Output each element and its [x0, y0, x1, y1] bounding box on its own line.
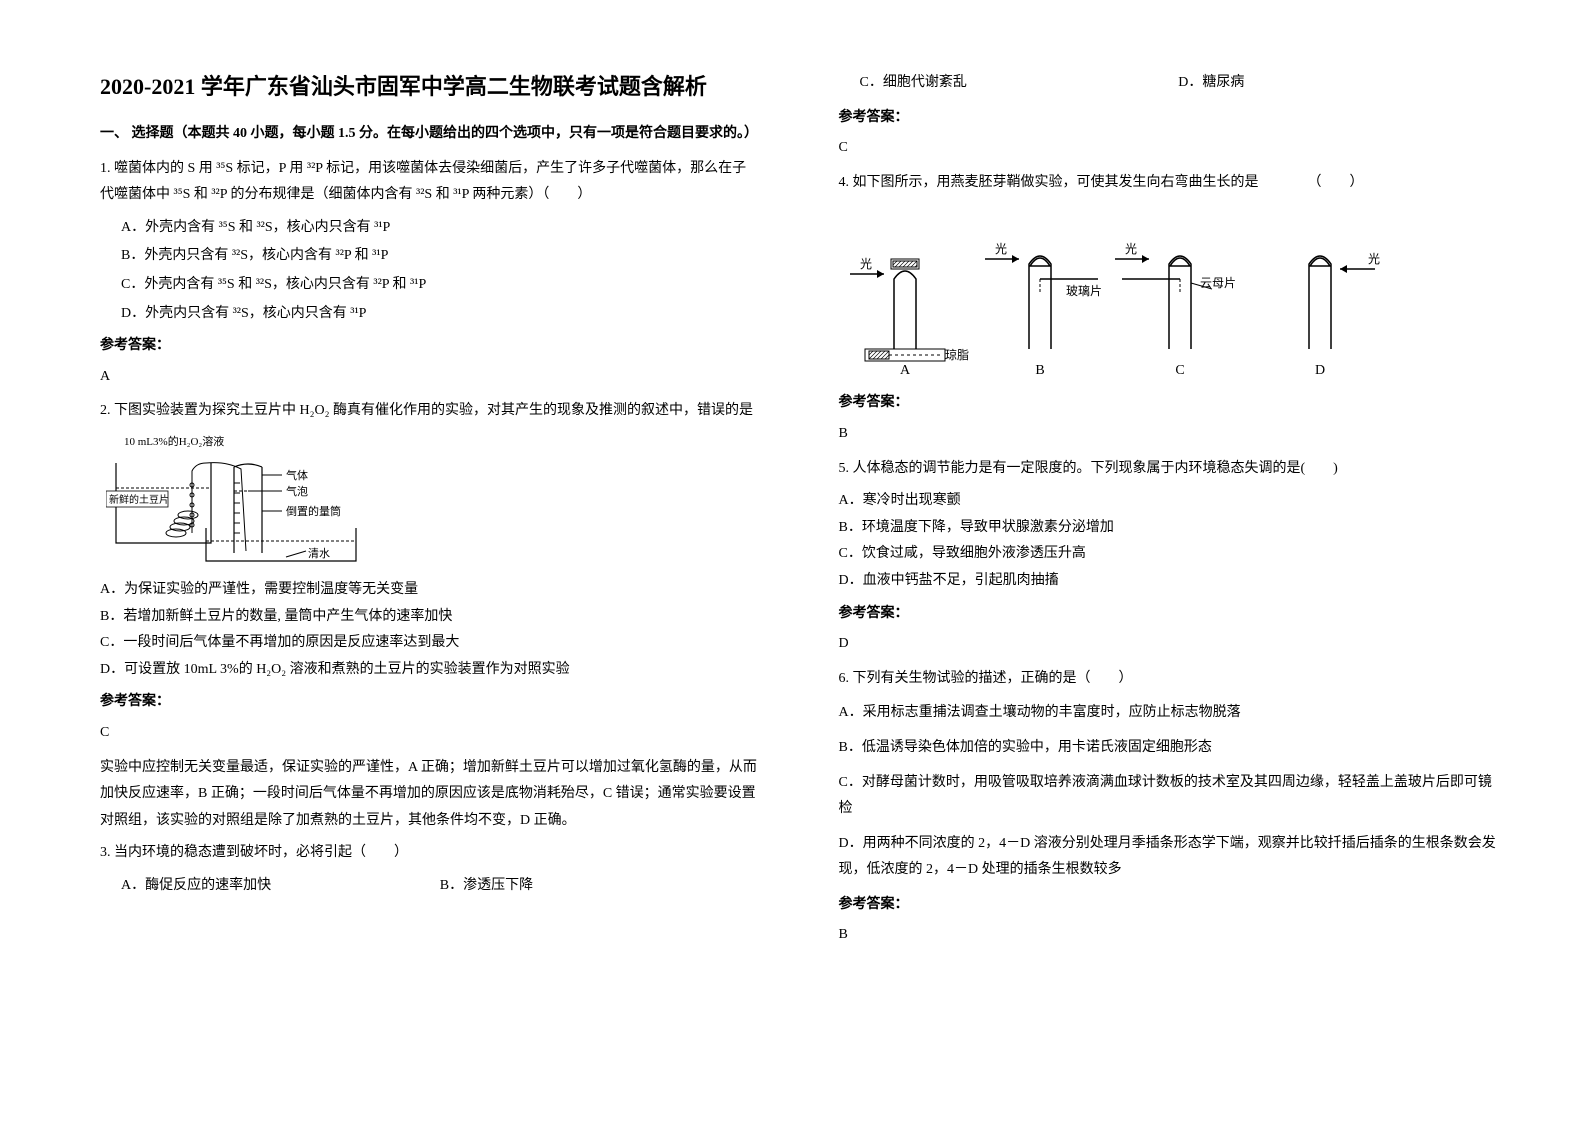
svg-text:倒置的量筒: 倒置的量筒 [286, 504, 341, 518]
q4-ans-label: 参考答案： [839, 390, 1498, 417]
svg-text:光: 光 [1125, 242, 1137, 256]
svg-text:光: 光 [1368, 252, 1380, 266]
q1-opt-c: C．外壳内含有 ³⁵S 和 ³²S，核心内只含有 ³²P 和 ³¹P [121, 272, 759, 299]
svg-text:C: C [1175, 363, 1184, 378]
q6-opt-d: D．用两种不同浓度的 2，4－D 溶液分别处理月季插条形态学下端，观察并比较扦插… [839, 831, 1498, 884]
q6-ans: B [839, 922, 1498, 949]
svg-text:10 mL3%的H₂O₂溶液: 10 mL3%的H₂O₂溶液 [124, 434, 224, 448]
q1-opt-d: D．外壳内只含有 ³²S，核心内只含有 ³¹P [121, 301, 759, 328]
q4-diagram: 琼脂 光 A 玻璃片 光 B 云母片 光 C 光 D [845, 204, 1498, 384]
svg-text:B: B [1035, 363, 1044, 378]
q3-options-row1: A．酶促反应的速率加快 B．渗透压下降 [121, 873, 759, 902]
q1-options: A．外壳内含有 ³⁵S 和 ³²S，核心内只含有 ³¹P B．外壳内只含有 ³²… [121, 215, 759, 327]
q3-opt-b: B．渗透压下降 [440, 873, 759, 900]
q2-opt-a: A．为保证实验的严谨性，需要控制温度等无关变量 [100, 577, 759, 604]
q5-opt-c: C．饮食过咸，导致细胞外液渗透压升高 [839, 541, 1498, 568]
q5-opt-a: A．寒冷时出现寒颤 [839, 488, 1498, 515]
q1-opt-a: A．外壳内含有 ³⁵S 和 ³²S，核心内只含有 ³¹P [121, 215, 759, 242]
q1-stem: 1. 噬菌体内的 S 用 ³⁵S 标记，P 用 ³²P 标记，用该噬菌体去侵染细… [100, 156, 759, 209]
q6-opt-a: A．采用标志重捕法调查土壤动物的丰富度时，应防止标志物脱落 [839, 700, 1498, 727]
svg-text:A: A [899, 363, 910, 378]
q4-stem: 4. 如下图所示，用燕麦胚芽鞘做实验，可使其发生向右弯曲生长的是 （ ） [839, 170, 1498, 197]
svg-text:玻璃片: 玻璃片 [1066, 284, 1102, 298]
q3-ans: C [839, 135, 1498, 162]
svg-text:新鲜的土豆片: 新鲜的土豆片 [109, 493, 169, 506]
svg-text:光: 光 [995, 242, 1007, 256]
q2-opt-c: C．一段时间后气体量不再增加的原因是反应速率达到最大 [100, 630, 759, 657]
q5-stem: 5. 人体稳态的调节能力是有一定限度的。下列现象属于内环境稳态失调的是( ) [839, 456, 1498, 483]
svg-text:气体: 气体 [286, 468, 308, 482]
section-header: 一、 选择题（本题共 40 小题，每小题 1.5 分。在每小题给出的四个选项中，… [100, 121, 759, 148]
q6-stem: 6. 下列有关生物试验的描述，正确的是（ ） [839, 666, 1498, 693]
q3-options-row2: C．细胞代谢紊乱 D．糖尿病 [860, 70, 1498, 99]
q3-ans-label: 参考答案： [839, 105, 1498, 132]
q6-ans-label: 参考答案： [839, 892, 1498, 919]
page-title: 2020-2021 学年广东省汕头市固军中学高二生物联考试题含解析 [100, 70, 759, 103]
q1-ans: A [100, 364, 759, 391]
q1-ans-label: 参考答案： [100, 333, 759, 360]
q4-ans: B [839, 421, 1498, 448]
q6-opt-c: C．对酵母菌计数时，用吸管吸取培养液滴满血球计数板的技术室及其四周边缘，轻轻盖上… [839, 770, 1498, 823]
q3-opt-c: C．细胞代谢紊乱 [860, 70, 1179, 97]
q3-opt-d: D．糖尿病 [1178, 70, 1497, 97]
q5-opt-d: D．血液中钙盐不足，引起肌肉抽搐 [839, 568, 1498, 595]
svg-text:清水: 清水 [308, 547, 330, 560]
q5-opt-b: B．环境温度下降，导致甲状腺激素分泌增加 [839, 515, 1498, 542]
q2-ans: C [100, 720, 759, 747]
q2-stem: 2. 下图实验装置为探究土豆片中 H₂O₂ 酶真有催化作用的实验，对其产生的现象… [100, 398, 759, 425]
svg-text:光: 光 [860, 257, 872, 271]
svg-text:D: D [1314, 363, 1324, 378]
q2-diagram: 10 mL3%的H₂O₂溶液新鲜的土豆片 气体气泡倒置的量筒清水 [106, 433, 759, 573]
q5-ans: D [839, 631, 1498, 658]
q2-explanation: 实验中应控制无关变量最适，保证实验的严谨性，A 正确；增加新鲜土豆片可以增加过氧… [100, 755, 759, 835]
q2-opt-b: B．若增加新鲜土豆片的数量, 量筒中产生气体的速率加快 [100, 604, 759, 631]
q3-stem: 3. 当内环境的稳态遭到破坏时，必将引起（ ） [100, 840, 759, 867]
q1-opt-b: B．外壳内只含有 ³²S，核心内含有 ³²P 和 ³¹P [121, 243, 759, 270]
svg-text:云母片: 云母片 [1200, 276, 1236, 290]
svg-text:琼脂: 琼脂 [945, 347, 969, 362]
q2-ans-label: 参考答案： [100, 689, 759, 716]
q2-opt-d: D．可设置放 10mL 3%的 H₂O₂ 溶液和煮熟的土豆片的实验装置作为对照实… [100, 657, 759, 684]
svg-text:气泡: 气泡 [286, 484, 308, 498]
q5-ans-label: 参考答案： [839, 601, 1498, 628]
q6-opt-b: B．低温诱导染色体加倍的实验中，用卡诺氏液固定细胞形态 [839, 735, 1498, 762]
q3-opt-a: A．酶促反应的速率加快 [121, 873, 440, 900]
